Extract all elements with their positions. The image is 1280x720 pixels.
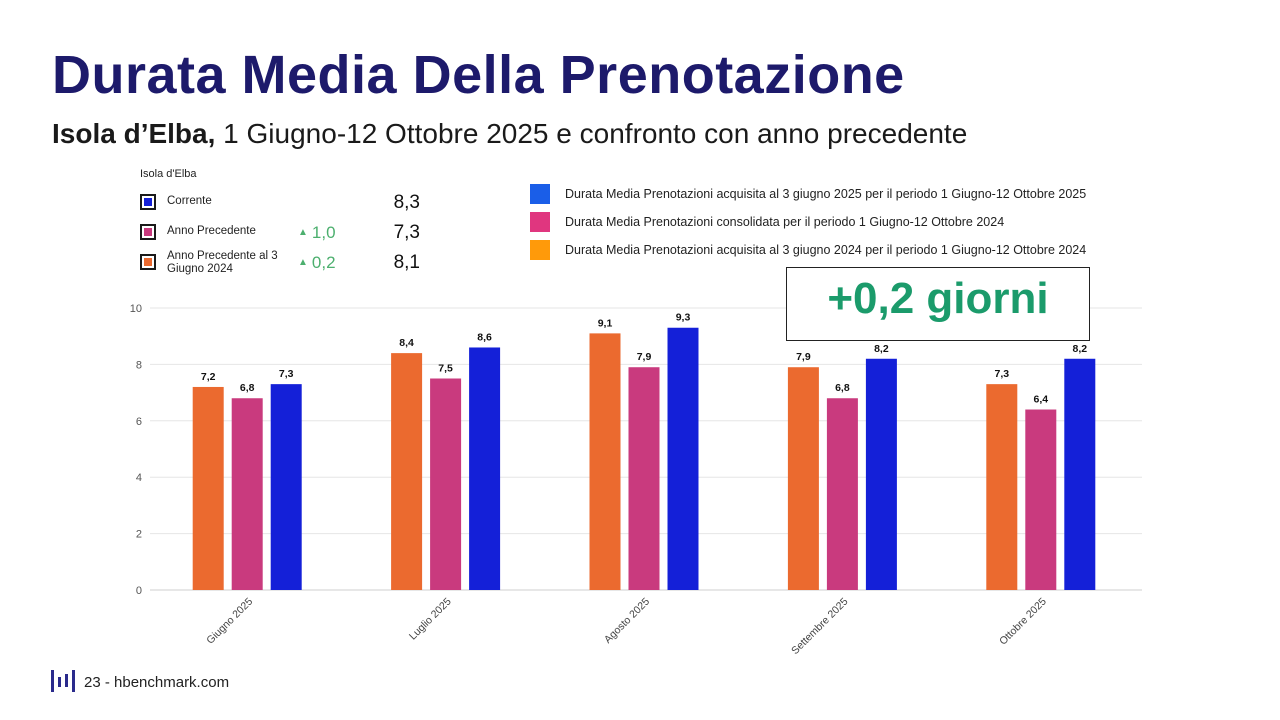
bar (787, 367, 819, 590)
callout-text: +0,2 giorni (827, 274, 1049, 323)
hbenchmark-logo-icon (51, 670, 75, 692)
legend-swatch (530, 184, 550, 204)
data-label: 6,8 (835, 382, 850, 394)
legend-item: Durata Media Prenotazioni acquisita al 3… (530, 184, 1150, 206)
page-title: Durata Media Della Prenotazione (52, 45, 905, 105)
bar (1025, 409, 1057, 590)
data-label: 6,8 (240, 382, 255, 394)
y-tick-label: 8 (136, 359, 142, 371)
subtitle-location: Isola d’Elba, (52, 118, 216, 149)
y-tick-label: 6 (136, 416, 142, 428)
data-label: 9,1 (598, 317, 613, 329)
data-label: 7,3 (279, 368, 294, 380)
kpi-swatch-fill (144, 258, 152, 266)
legend-label: Durata Media Prenotazioni acquisita al 3… (565, 243, 1087, 257)
kpi-value: 8,1 (393, 252, 420, 273)
bar (865, 358, 897, 590)
kpi-swatch (140, 194, 156, 210)
x-tick-label: Settembre 2025 (789, 596, 850, 657)
bar (391, 353, 423, 590)
kpi-value: 7,3 (393, 222, 420, 243)
kpi-swatch-fill (144, 198, 152, 206)
data-label: 8,6 (477, 331, 492, 343)
bar (1064, 358, 1096, 590)
data-label: 7,3 (994, 368, 1009, 380)
bar (469, 347, 501, 590)
data-label: 7,9 (637, 351, 652, 363)
bar (826, 398, 858, 590)
data-label: 8,2 (874, 343, 889, 355)
x-tick-label: Agosto 2025 (602, 596, 652, 646)
x-tick-label: Ottobre 2025 (997, 596, 1049, 648)
data-label: 7,9 (796, 351, 811, 363)
y-tick-label: 4 (136, 472, 142, 484)
legend-swatch (530, 240, 550, 260)
kpi-delta-value: 0,2 (311, 253, 336, 272)
x-tick-label: Luglio 2025 (407, 596, 454, 643)
bar (628, 367, 660, 590)
bar (192, 386, 224, 590)
kpi-label: Anno Precedente (167, 225, 256, 237)
bar (430, 378, 462, 590)
kpi-value: 8,3 (393, 192, 420, 213)
bar-chart: 0 2 4 6 8 10 7,2 6,8 7,3 Giugno 2025 8,4 7,5 8,6 Lugl… (130, 303, 1142, 657)
kpi-swatch (140, 254, 156, 270)
bar (667, 327, 699, 590)
kpi-delta: ▲ 0,2 (298, 253, 336, 273)
x-tick-label: Giugno 2025 (204, 596, 255, 647)
bar (231, 398, 263, 590)
kpi-row-previous: Anno Precedente ▲ 1,0 7,3 (140, 222, 430, 248)
bar (589, 333, 621, 590)
y-tick-label: 10 (130, 303, 142, 315)
triangle-up-icon: ▲ (298, 257, 308, 268)
legend-item: Durata Media Prenotazioni consolidata pe… (530, 212, 1150, 234)
data-label: 6,4 (1033, 394, 1048, 406)
kpi-swatch (140, 224, 156, 240)
data-label: 7,5 (438, 363, 453, 375)
subtitle-period: 1 Giugno-12 Ottobre 2025 e confronto con… (223, 118, 968, 149)
y-tick-label: 2 (136, 529, 142, 541)
kpi-swatch-fill (144, 228, 152, 236)
y-tick-label: 0 (136, 585, 142, 597)
bar (986, 384, 1018, 590)
legend-swatch (530, 212, 550, 232)
data-label: 9,3 (676, 312, 691, 324)
footer-text: 23 - hbenchmark.com (84, 674, 230, 691)
bar (270, 384, 302, 590)
legend-item: Durata Media Prenotazioni acquisita al 3… (530, 240, 1150, 262)
triangle-up-icon: ▲ (298, 227, 308, 238)
kpi-row-current: Corrente 8,3 (140, 192, 430, 218)
kpi-label: Anno Precedente al 3 Giugno 2024 (167, 250, 278, 275)
legend-label: Durata Media Prenotazioni consolidata pe… (565, 215, 1005, 229)
callout-box: +0,2 giorni (786, 267, 1090, 341)
legend-label: Durata Media Prenotazioni acquisita al 3… (565, 187, 1087, 201)
kpi-label: Corrente (167, 195, 212, 207)
kpi-row-previous-at-date: Anno Precedente al 3 Giugno 2024 ▲ 0,2 8,… (140, 250, 430, 276)
kpi-delta-value: 1,0 (311, 223, 336, 242)
page-subtitle: Isola d’Elba, 1 Giugno-12 Ottobre 2025 e… (52, 118, 967, 150)
data-label: 8,2 (1072, 343, 1087, 355)
kpi-header: Isola d'Elba (140, 168, 197, 180)
data-label: 8,4 (399, 337, 414, 349)
kpi-delta: ▲ 1,0 (298, 223, 336, 243)
data-label: 7,2 (201, 371, 216, 383)
